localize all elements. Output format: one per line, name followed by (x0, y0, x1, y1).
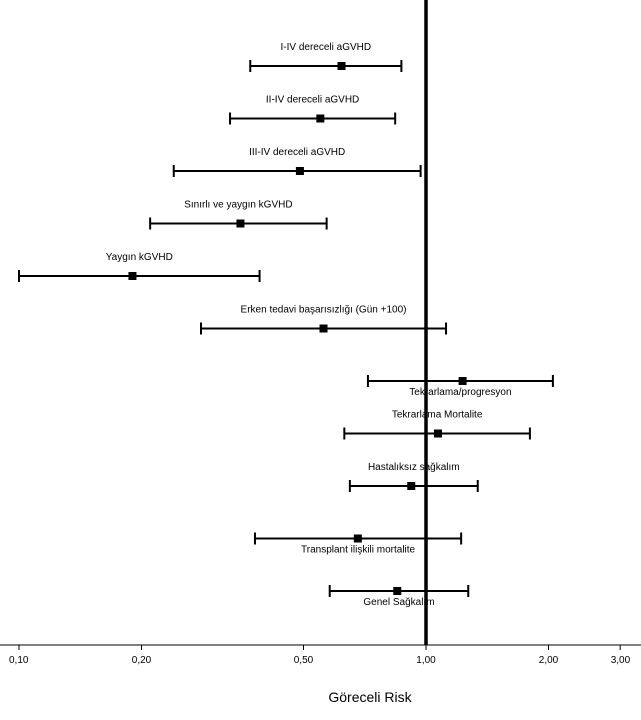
point-estimate (236, 219, 245, 228)
forest-row: Tekrarlama/progresyon (366, 375, 554, 398)
forest-row: Hastalıksız sağkalım (348, 462, 479, 492)
x-tick-label: 0,50 (294, 655, 314, 666)
forest-row: Erken tedavi başarısızlığı (Gün +100) (199, 305, 448, 335)
row-label: II-IV dereceli aGVHD (266, 95, 359, 106)
row-label: Genel Sağkalım (363, 597, 434, 608)
point-estimate (353, 534, 362, 543)
x-tick-label: 2,00 (539, 655, 559, 666)
forest-row: III-IV dereceli aGVHD (172, 147, 422, 177)
point-estimate (393, 587, 402, 595)
forest-row: Transplant ilişkili mortalite (253, 532, 463, 556)
row-label: Transplant ilişkili mortalite (301, 545, 416, 556)
x-ticks: 0,10 0,20 0,50 1,00 2,00 3,00 (9, 645, 631, 666)
forest-row: Tekrarlama Mortalite (343, 410, 531, 440)
point-estimate (319, 324, 328, 333)
point-estimate (458, 377, 467, 385)
point-estimate (433, 429, 442, 438)
x-axis-label: Göreceli Risk (328, 689, 412, 705)
point-estimate (316, 114, 325, 123)
x-tick-label: 0,20 (132, 655, 152, 666)
x-tick-label: 0,10 (9, 655, 29, 666)
point-estimate (337, 62, 346, 70)
row-label: I-IV dereceli aGVHD (281, 42, 372, 53)
point-estimate (295, 167, 304, 175)
row-label: Sınırlı ve yaygın kGVHD (184, 200, 292, 211)
x-tick-label: 1,00 (416, 655, 436, 666)
row-label: III-IV dereceli aGVHD (249, 147, 345, 158)
forest-row: Yaygın kGVHD (18, 252, 261, 282)
row-label: Tekrarlama Mortalite (392, 410, 483, 421)
forest-row: II-IV dereceli aGVHD (229, 95, 397, 125)
forest-row: Genel Sağkalım (328, 585, 470, 608)
row-label: Tekrarlama/progresyon (409, 387, 511, 398)
row-label: Erken tedavi başarısızlığı (Gün +100) (241, 305, 407, 316)
forest-row: I-IV dereceli aGVHD (249, 42, 403, 72)
point-estimate (128, 272, 137, 280)
point-estimate (407, 482, 416, 490)
row-label: Yaygın kGVHD (106, 252, 173, 263)
rows-layer: I-IV dereceli aGVHD II-IV dereceli aGVHD I… (18, 42, 554, 608)
x-tick-label: 3,00 (611, 655, 631, 666)
forest-row: Sınırlı ve yaygın kGVHD (149, 200, 328, 230)
row-label: Hastalıksız sağkalım (368, 462, 460, 473)
